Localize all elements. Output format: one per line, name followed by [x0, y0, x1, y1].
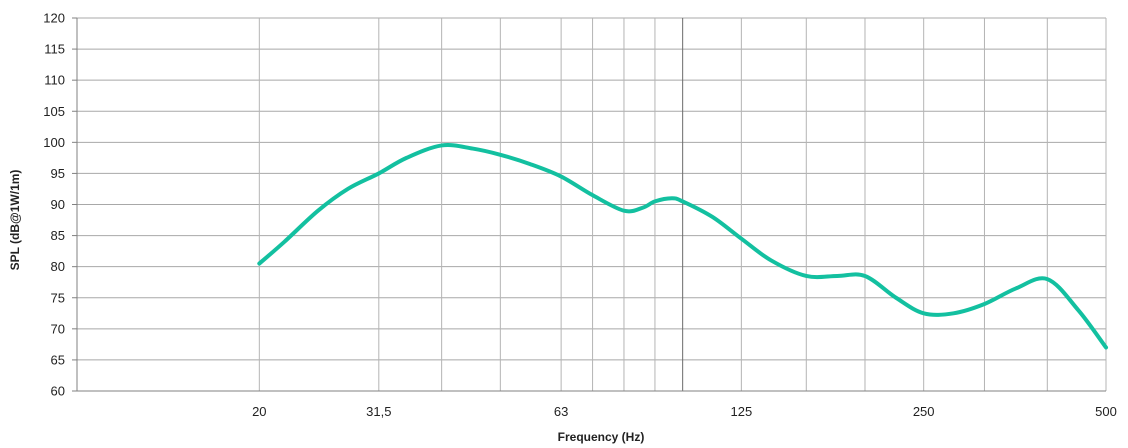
y-tick-label: 60 — [51, 384, 65, 399]
x-tick-labels: 20 31,5 63 125 250 500 — [252, 404, 1117, 419]
y-tick-label: 65 — [51, 352, 65, 367]
y-tick-label: 75 — [51, 290, 65, 305]
y-tick-label: 85 — [51, 228, 65, 243]
y-tick-label: 70 — [51, 321, 65, 336]
axes — [72, 17, 1106, 392]
series-group — [257, 143, 1108, 350]
y-tick-labels: 60 65 70 75 80 85 90 95 100 105 110 115 120 — [43, 11, 65, 399]
x-tick-label: 500 — [1095, 404, 1117, 419]
y-tick-label: 80 — [51, 259, 65, 274]
y-tick-label: 115 — [44, 42, 65, 57]
y-tick-label: 95 — [51, 166, 65, 181]
y-axis-title: SPL (dB@1W/1m) — [8, 170, 22, 271]
x-tick-label: 31,5 — [366, 404, 391, 419]
x-tick-label: 20 — [252, 404, 266, 419]
x-tick-label: 250 — [913, 404, 935, 419]
series-line-0 — [257, 143, 1108, 350]
y-tick-label: 90 — [51, 197, 65, 212]
x-tick-label: 125 — [731, 404, 753, 419]
x-axis-title: Frequency (Hz) — [558, 430, 645, 444]
y-tick-label: 110 — [44, 73, 65, 88]
y-tick-label: 100 — [43, 135, 65, 150]
x-gridlines — [258, 18, 1107, 391]
y-tick-label: 120 — [43, 11, 65, 26]
x-tick-label: 63 — [554, 404, 568, 419]
y-gridlines — [77, 17, 1106, 392]
y-tick-label: 105 — [43, 104, 65, 119]
